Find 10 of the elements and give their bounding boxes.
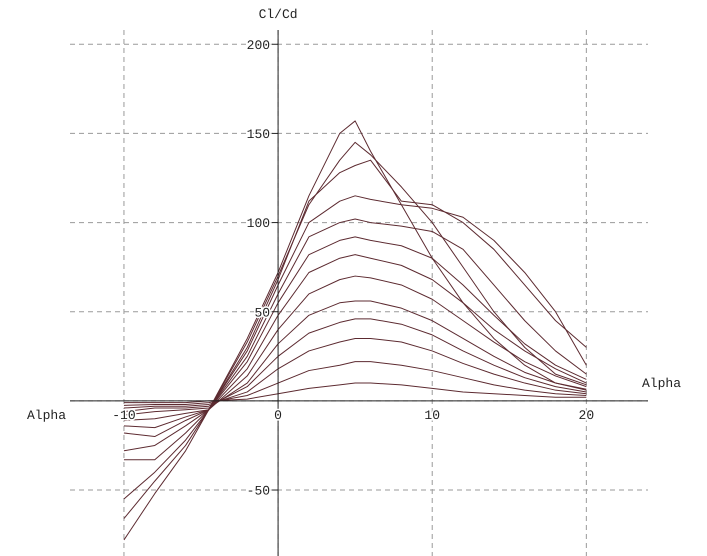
x-tick-label: 20 <box>578 408 594 423</box>
y-tick-label: -50 <box>246 484 270 499</box>
y-tick-label: 150 <box>246 126 270 142</box>
y-tick-label: 200 <box>246 38 270 53</box>
x-axis-title: Alpha <box>642 376 682 391</box>
y-tick-label: 100 <box>246 216 270 232</box>
text: Alpha <box>26 408 66 423</box>
x-tick-label: 10 <box>424 408 440 423</box>
y-axis-title: Cl/Cd <box>258 7 298 22</box>
x-tick-label: -10 <box>112 408 136 423</box>
